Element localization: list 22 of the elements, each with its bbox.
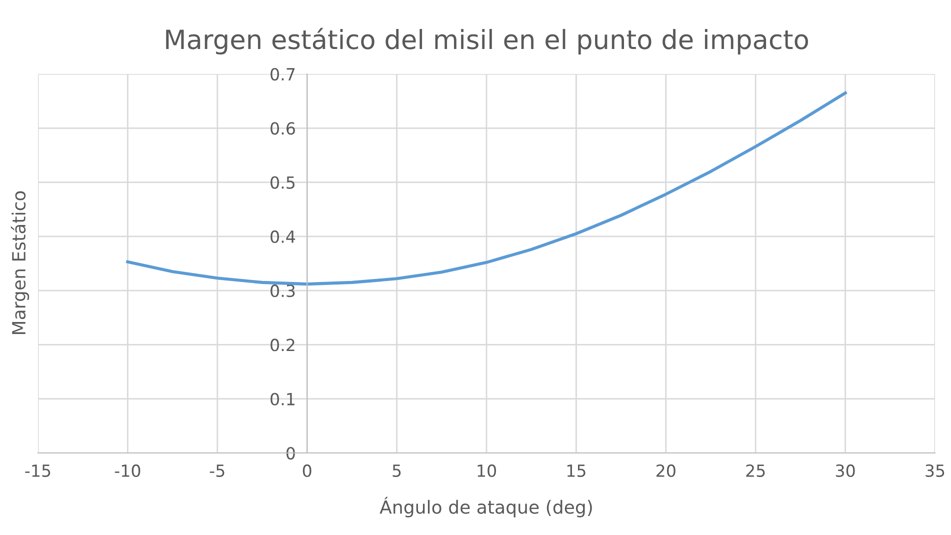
- x-tick-label: -10: [114, 464, 140, 478]
- y-tick-label: 0.6: [270, 122, 295, 135]
- line-series: [126, 91, 847, 286]
- x-axis-title: Ángulo de ataque (deg): [380, 496, 592, 518]
- chart-title: Margen estático del misil en el punto de impacto: [166, 28, 808, 54]
- x-tick-label: -5: [210, 464, 224, 478]
- y-tick-label: 0.2: [270, 338, 294, 352]
- y-axis-title: Margen Estático: [10, 191, 30, 334]
- y-tick-label: 0.1: [270, 392, 294, 406]
- x-tick-label: 0: [302, 464, 312, 478]
- x-tick-label: 30: [836, 464, 855, 478]
- x-tick-label: -15: [25, 464, 50, 478]
- x-tick-label: 35: [926, 464, 944, 478]
- y-tick-label: 0.4: [270, 230, 296, 243]
- y-tick-label: 0.7: [270, 68, 295, 81]
- x-tick-label: 5: [392, 464, 401, 478]
- x-tick-label: 10: [478, 464, 496, 478]
- x-tick-label: 15: [567, 464, 586, 478]
- y-tick-label: 0.5: [270, 176, 295, 189]
- x-tick-label: 20: [656, 464, 676, 478]
- y-tick-label: 0.3: [270, 284, 295, 298]
- x-tick-label: 25: [746, 464, 765, 478]
